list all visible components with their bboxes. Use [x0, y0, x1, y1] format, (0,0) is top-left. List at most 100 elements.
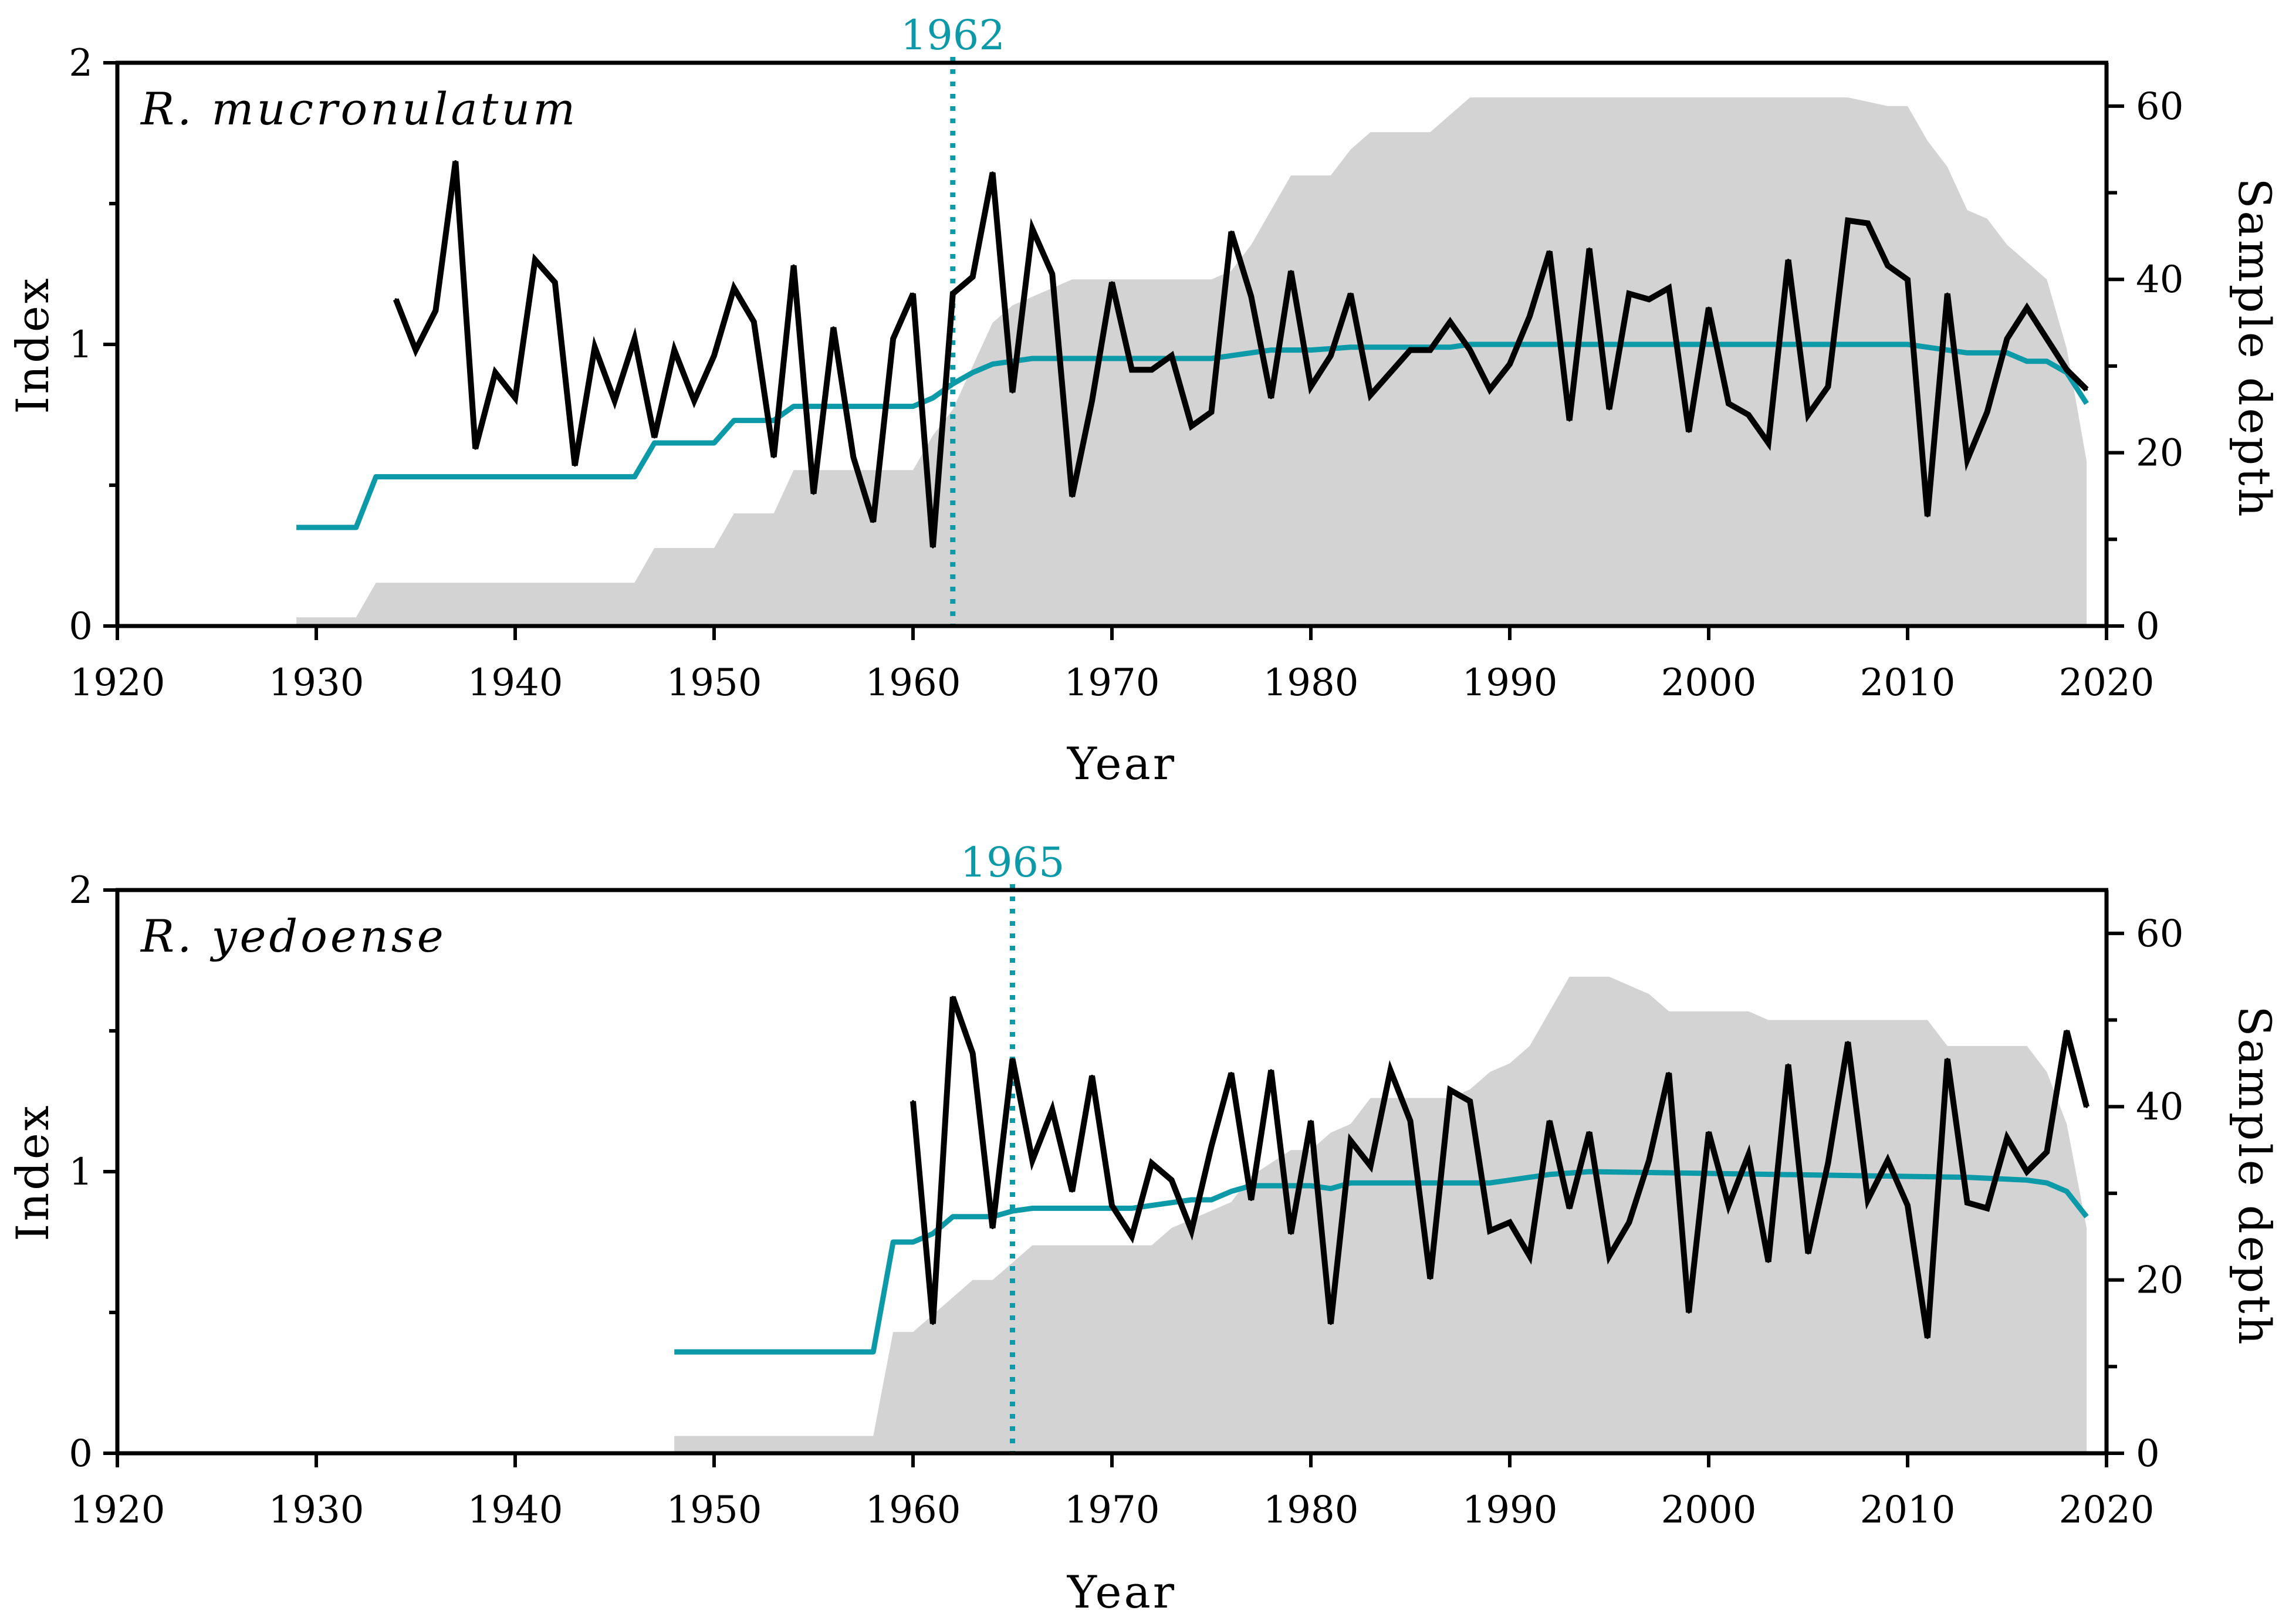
panel-1: 1920 1930 1940 1950 1960 1970 1980 1990 2000 2010… [6, 11, 2281, 790]
panel-1-index-point [1867, 222, 1869, 225]
panel-2-index-point [1051, 1108, 1054, 1111]
panel-1-x-tick-label: 1940 [468, 661, 563, 705]
panel-2-index-point [1946, 1058, 1949, 1060]
panel-2-index-point [1827, 1162, 1830, 1165]
panel-2-index-point [1031, 1159, 1034, 1162]
panel-1-index-point [931, 546, 934, 549]
panel-1-index-point [1051, 273, 1054, 275]
panel-2-x-tick-label: 1930 [269, 1488, 364, 1532]
panel-1-y-tick-label: 0 [69, 605, 93, 648]
panel-1-x-tick-label: 2020 [2059, 661, 2155, 705]
panel-1-title: R. mucronulatum [140, 83, 578, 135]
panel-1-index-point [1628, 292, 1631, 295]
panel-2-index-point [1847, 1041, 1850, 1044]
panel-1-x-tick-label: 1990 [1462, 661, 1558, 705]
panel-2-y-tick-label: 0 [69, 1432, 93, 1476]
panel-1-index-point [1091, 400, 1094, 402]
panel-1-index-point [1847, 219, 1850, 222]
panel-1-x-tick-label: 1930 [269, 661, 364, 705]
panel-1-x-tick-label: 1980 [1263, 661, 1359, 705]
panel-1-index-line [393, 161, 2089, 547]
panel-2-index-point [1966, 1201, 1969, 1204]
panel-2-x-tick-label: 1970 [1064, 1488, 1160, 1532]
panel-1-x-tick-label: 1950 [667, 661, 762, 705]
panel-2-index-point [1668, 1072, 1671, 1074]
panel-2-index-point [1170, 1179, 1173, 1182]
panel-2-x-tick-label: 1940 [468, 1488, 563, 1532]
panel-2-y-tick-label: 2 [69, 869, 93, 912]
panel-2-index-point [1747, 1153, 1750, 1156]
panel-2-index-point [1787, 1063, 1790, 1066]
panel-2-index-point [2045, 1151, 2048, 1153]
panel-1-index-point [1648, 298, 1651, 301]
panel-1-depth-layer [296, 97, 2087, 627]
panel-1-index-point [1210, 411, 1213, 414]
panel-1-index-point [812, 492, 815, 495]
panel-1-index-point [1509, 363, 1511, 366]
panel-2-index-point [1588, 1131, 1591, 1134]
panel-1-index-point [1608, 408, 1611, 411]
panel-2-index-point [1548, 1119, 1551, 1122]
panel-2-index-point [1449, 1088, 1452, 1091]
panel-2: 1920 1930 1940 1950 1960 1970 1980 1990 2000 2010… [6, 838, 2281, 1618]
panel-2-y2-tick-label: 40 [2136, 1085, 2183, 1129]
panel-1-x-tick-label: 1920 [70, 661, 165, 705]
panel-2-index-point [991, 1227, 994, 1229]
panel-1-index-point [474, 447, 477, 450]
panel-1-index-point [1747, 414, 1750, 416]
panel-2-index-point [1509, 1221, 1511, 1224]
panel-2-x-tick-label: 1990 [1462, 1488, 1558, 1532]
panel-1-xticklabels: 1920 1930 1940 1950 1960 1970 1980 1990 2000 2010… [70, 661, 2155, 705]
panel-1-index-point [1827, 385, 1830, 388]
panel-1-index-point [1767, 442, 1770, 444]
panel-2-index-point [1071, 1190, 1074, 1193]
panel-2-index-point [1429, 1277, 1432, 1280]
panel-1-x-tick-label: 2010 [1860, 661, 1956, 705]
panel-2-index-point [1648, 1159, 1651, 1162]
panel-1-index-point [1290, 270, 1293, 273]
panel-1-index-point [713, 354, 715, 357]
panel-1-index-point [1727, 402, 1730, 405]
panel-1-index-point [1349, 292, 1352, 295]
panel-1-rbar-line [296, 341, 2089, 530]
panel-2-index-point [1409, 1119, 1412, 1122]
panel-2-x-axis-title: Year [1067, 1566, 1176, 1618]
panel-1-y2-tick-label: 20 [2136, 432, 2183, 475]
panel-1-yticklabels: 0 1 2 [69, 42, 93, 648]
panel-2-index-point [1130, 1235, 1133, 1238]
panel-2-index-point [931, 1322, 934, 1325]
panel-1-index-point [1469, 349, 1472, 351]
panel-2-index-point [1708, 1131, 1710, 1134]
panel-1-index-point [1429, 349, 1432, 351]
panel-1-index-point [1031, 228, 1034, 231]
panel-2-index-point [1886, 1159, 1889, 1162]
panel-1-index-point [2006, 337, 2009, 340]
panel-1-y2ticklabels: 0 20 40 60 [2136, 85, 2183, 648]
panel-1-index-point [454, 160, 457, 163]
panel-2-index-point [1230, 1072, 1233, 1074]
panel-1-index-point [1548, 250, 1551, 253]
panel-1-index-point [752, 320, 755, 323]
panel-2-y2ticklabels: 0 20 40 60 [2136, 912, 2183, 1476]
panel-1-index-point [1906, 278, 1909, 281]
panel-1-index-point [1886, 264, 1889, 267]
panel-2-index-point [1489, 1229, 1492, 1232]
panel-1-index-point [693, 400, 696, 402]
panel-1-index-point [1270, 397, 1273, 400]
panel-2-index-point [1986, 1207, 1989, 1210]
panel-1-marker-label: 1962 [901, 11, 1005, 59]
panel-1-index-point [2085, 388, 2088, 391]
panel-1-index-point [1310, 385, 1312, 388]
panel-1-index-point [1369, 394, 1372, 397]
panel-2-index-point [2026, 1170, 2028, 1173]
panel-1-rbar-layer [296, 341, 2089, 530]
panel-2-marker-label: 1965 [960, 838, 1064, 887]
panel-2-index-point [971, 1052, 974, 1055]
panel-2-x-tick-label: 2020 [2059, 1488, 2155, 1532]
panel-1-y-tick-label: 2 [69, 42, 93, 85]
panel-1-index-point [514, 397, 516, 400]
panel-1-index-point [494, 371, 497, 374]
panel-2-index-point [1688, 1311, 1690, 1314]
panel-1-y-axis-title: Index [6, 276, 59, 414]
panel-1-y-tick-label: 1 [69, 323, 93, 367]
